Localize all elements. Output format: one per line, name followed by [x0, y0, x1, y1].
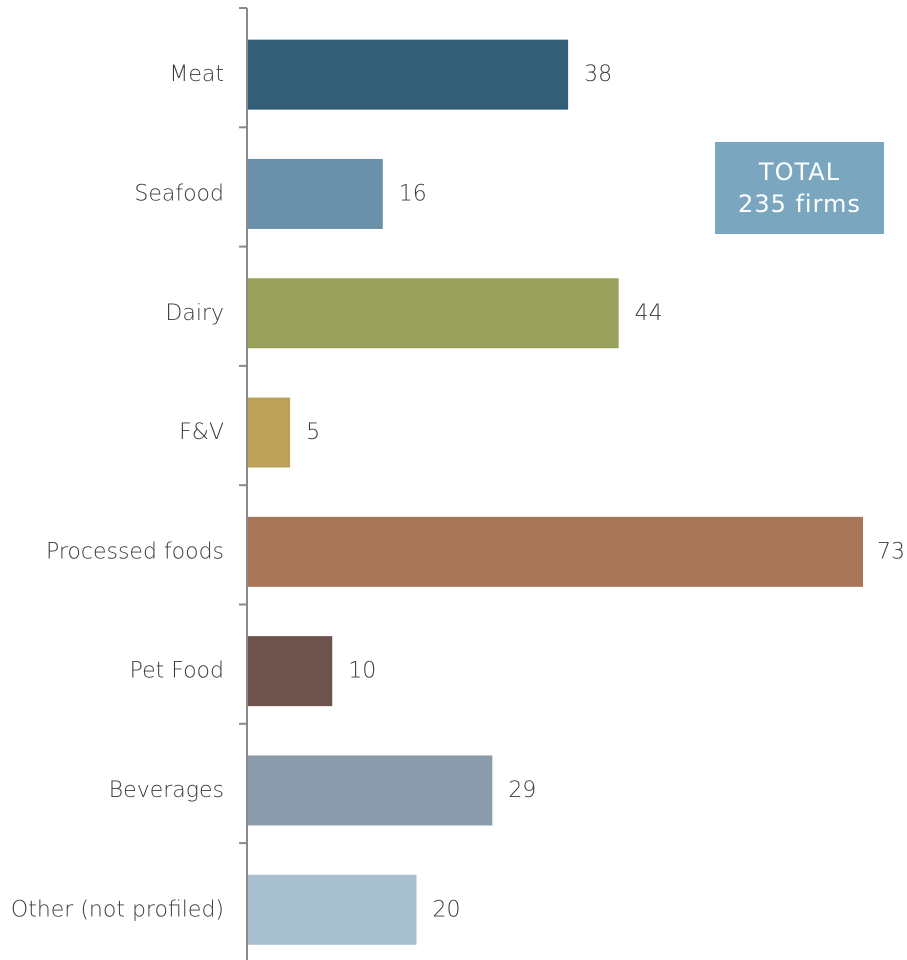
category-label: Dairy: [165, 301, 224, 326]
value-label: 38: [584, 62, 612, 87]
bar: [248, 278, 619, 349]
bars: [248, 39, 863, 945]
category-label: Processed foods: [46, 539, 224, 564]
total-callout-line2: 235 firms: [738, 190, 861, 218]
category-label: Pet Food: [130, 659, 224, 684]
bar: [248, 755, 493, 826]
value-label: 16: [399, 181, 427, 206]
category-label: Seafood: [134, 181, 224, 206]
value-label: 29: [508, 778, 536, 803]
bar: [248, 158, 383, 229]
value-label: 20: [432, 897, 460, 922]
bar: [248, 39, 569, 110]
value-label: 73: [877, 539, 905, 564]
bar: [248, 397, 291, 468]
total-callout-line1: TOTAL: [758, 158, 841, 186]
category-labels: Meat Seafood Dairy F&V Processed foods Pet Fo…: [11, 62, 224, 922]
value-label: 5: [306, 420, 320, 445]
category-label: F&V: [179, 420, 224, 445]
category-label: Meat: [169, 62, 224, 87]
bar: [248, 636, 333, 707]
value-label: 44: [635, 301, 663, 326]
bar: [248, 874, 417, 945]
value-labels: 38 16 44 5 73 10 29 20: [306, 62, 905, 922]
category-axis: [239, 7, 248, 960]
bar: [248, 516, 863, 587]
category-label: Other (not profiled): [11, 897, 224, 922]
total-callout: TOTAL 235 firms: [715, 142, 884, 234]
category-label: Beverages: [109, 778, 224, 803]
value-label: 10: [348, 659, 376, 684]
